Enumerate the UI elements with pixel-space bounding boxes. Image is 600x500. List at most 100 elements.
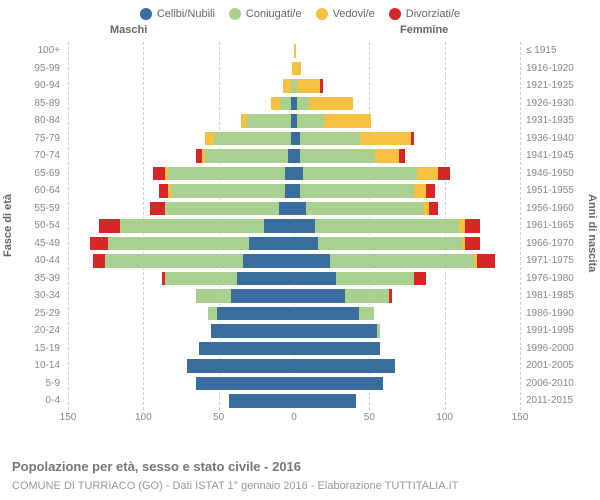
age-row: 65-691946-1950 bbox=[0, 165, 600, 183]
bar-segment bbox=[205, 132, 214, 146]
age-label: 40-44 bbox=[18, 252, 60, 270]
age-label: 75-79 bbox=[18, 130, 60, 148]
age-row: 90-941921-1925 bbox=[0, 77, 600, 95]
bar-segment bbox=[300, 184, 414, 198]
bar-male bbox=[89, 236, 294, 252]
birth-year-label: 1961-1965 bbox=[526, 217, 582, 235]
age-label: 5-9 bbox=[18, 375, 60, 393]
bar-segment bbox=[414, 184, 426, 198]
birth-year-label: 1951-1955 bbox=[526, 182, 582, 200]
legend-swatch bbox=[389, 8, 401, 20]
age-row: 40-44 1971-1975 bbox=[0, 252, 600, 270]
bar-segment bbox=[237, 272, 294, 286]
age-row: 15-191996-2000 bbox=[0, 340, 600, 358]
bar-segment bbox=[389, 289, 392, 303]
bar-female bbox=[294, 288, 393, 304]
row-plot-area bbox=[68, 357, 520, 375]
legend-item: Vedovi/e bbox=[316, 8, 375, 20]
bar-female bbox=[294, 393, 357, 409]
bar-female bbox=[294, 201, 439, 217]
bar-female bbox=[294, 166, 451, 182]
row-plot-area bbox=[68, 252, 520, 270]
x-tick-label: 50 bbox=[213, 412, 224, 423]
row-plot-area bbox=[68, 42, 520, 60]
bar-segment bbox=[426, 184, 435, 198]
bar-segment bbox=[294, 254, 330, 268]
bar-female bbox=[294, 253, 496, 269]
birth-year-label: 1971-1975 bbox=[526, 252, 582, 270]
bar-segment bbox=[93, 254, 105, 268]
age-row: 25-291986-1990 bbox=[0, 305, 600, 323]
bar-segment bbox=[375, 149, 399, 163]
row-plot-area bbox=[68, 287, 520, 305]
bar-segment bbox=[229, 394, 294, 408]
bar-segment bbox=[399, 149, 405, 163]
bar-segment bbox=[294, 359, 395, 373]
bar-female bbox=[294, 236, 481, 252]
bar-segment bbox=[465, 237, 480, 251]
x-tick-label: 150 bbox=[60, 412, 77, 423]
bar-segment bbox=[247, 114, 291, 128]
age-row: 0-42011-2015 bbox=[0, 392, 600, 410]
bar-segment bbox=[108, 237, 249, 251]
bar-segment bbox=[359, 307, 374, 321]
bar-segment bbox=[294, 377, 383, 391]
birth-year-label: 2006-2010 bbox=[526, 375, 582, 393]
age-label: 55-59 bbox=[18, 200, 60, 218]
bar-male bbox=[152, 166, 294, 182]
bar-male bbox=[282, 78, 294, 94]
age-label: 45-49 bbox=[18, 235, 60, 253]
bar-segment bbox=[377, 324, 380, 338]
bar-segment bbox=[196, 289, 232, 303]
bar-segment bbox=[294, 237, 318, 251]
age-label: 85-89 bbox=[18, 95, 60, 113]
bar-male bbox=[98, 218, 294, 234]
bar-segment bbox=[417, 167, 438, 181]
bar-segment bbox=[360, 132, 411, 146]
birth-year-label: 2011-2015 bbox=[526, 392, 582, 410]
birth-year-label: 2001-2005 bbox=[526, 357, 582, 375]
age-label: 35-39 bbox=[18, 270, 60, 288]
bar-segment bbox=[231, 289, 294, 303]
legend-item: Coniugati/e bbox=[229, 8, 302, 20]
bar-segment bbox=[315, 219, 459, 233]
birth-year-label: 1966-1970 bbox=[526, 235, 582, 253]
age-label: 30-34 bbox=[18, 287, 60, 305]
birth-year-label: 1936-1940 bbox=[526, 130, 582, 148]
age-label: 90-94 bbox=[18, 77, 60, 95]
bar-segment bbox=[165, 272, 237, 286]
age-row: 50-54 1961-1965 bbox=[0, 217, 600, 235]
pyramid-chart: Maschi Femmine Fasce di età Anni di nasc… bbox=[0, 24, 600, 434]
age-label: 70-74 bbox=[18, 147, 60, 165]
age-label: 50-54 bbox=[18, 217, 60, 235]
bar-segment bbox=[120, 219, 264, 233]
row-plot-area bbox=[68, 60, 520, 78]
legend-label: Divorziati/e bbox=[406, 8, 460, 20]
row-plot-area bbox=[68, 340, 520, 358]
row-plot-area bbox=[68, 270, 520, 288]
bar-male bbox=[195, 148, 294, 164]
bar-female bbox=[294, 218, 481, 234]
bar-segment bbox=[300, 132, 360, 146]
bar-segment bbox=[99, 219, 120, 233]
row-plot-area bbox=[68, 217, 520, 235]
chart-subtitle: COMUNE DI TURRIACO (GO) - Dati ISTAT 1° … bbox=[12, 480, 458, 492]
age-row: 70-741941-1945 bbox=[0, 147, 600, 165]
bar-segment bbox=[90, 237, 108, 251]
bar-female bbox=[294, 183, 436, 199]
age-row: 45-49 1966-1970 bbox=[0, 235, 600, 253]
birth-year-label: 1976-1980 bbox=[526, 270, 582, 288]
bar-segment bbox=[330, 254, 474, 268]
birth-year-label: 1996-2000 bbox=[526, 340, 582, 358]
bar-segment bbox=[105, 254, 243, 268]
bar-male bbox=[228, 393, 294, 409]
age-row: 75-79 1936-1940 bbox=[0, 130, 600, 148]
row-plot-area bbox=[68, 95, 520, 113]
bar-segment bbox=[300, 149, 375, 163]
x-tick-label: 100 bbox=[436, 412, 453, 423]
bar-female bbox=[294, 61, 302, 77]
bar-segment bbox=[199, 342, 294, 356]
bar-segment bbox=[168, 167, 285, 181]
bar-segment bbox=[414, 272, 426, 286]
legend: Celibi/NubiliConiugati/eVedovi/eDivorzia… bbox=[0, 0, 600, 24]
